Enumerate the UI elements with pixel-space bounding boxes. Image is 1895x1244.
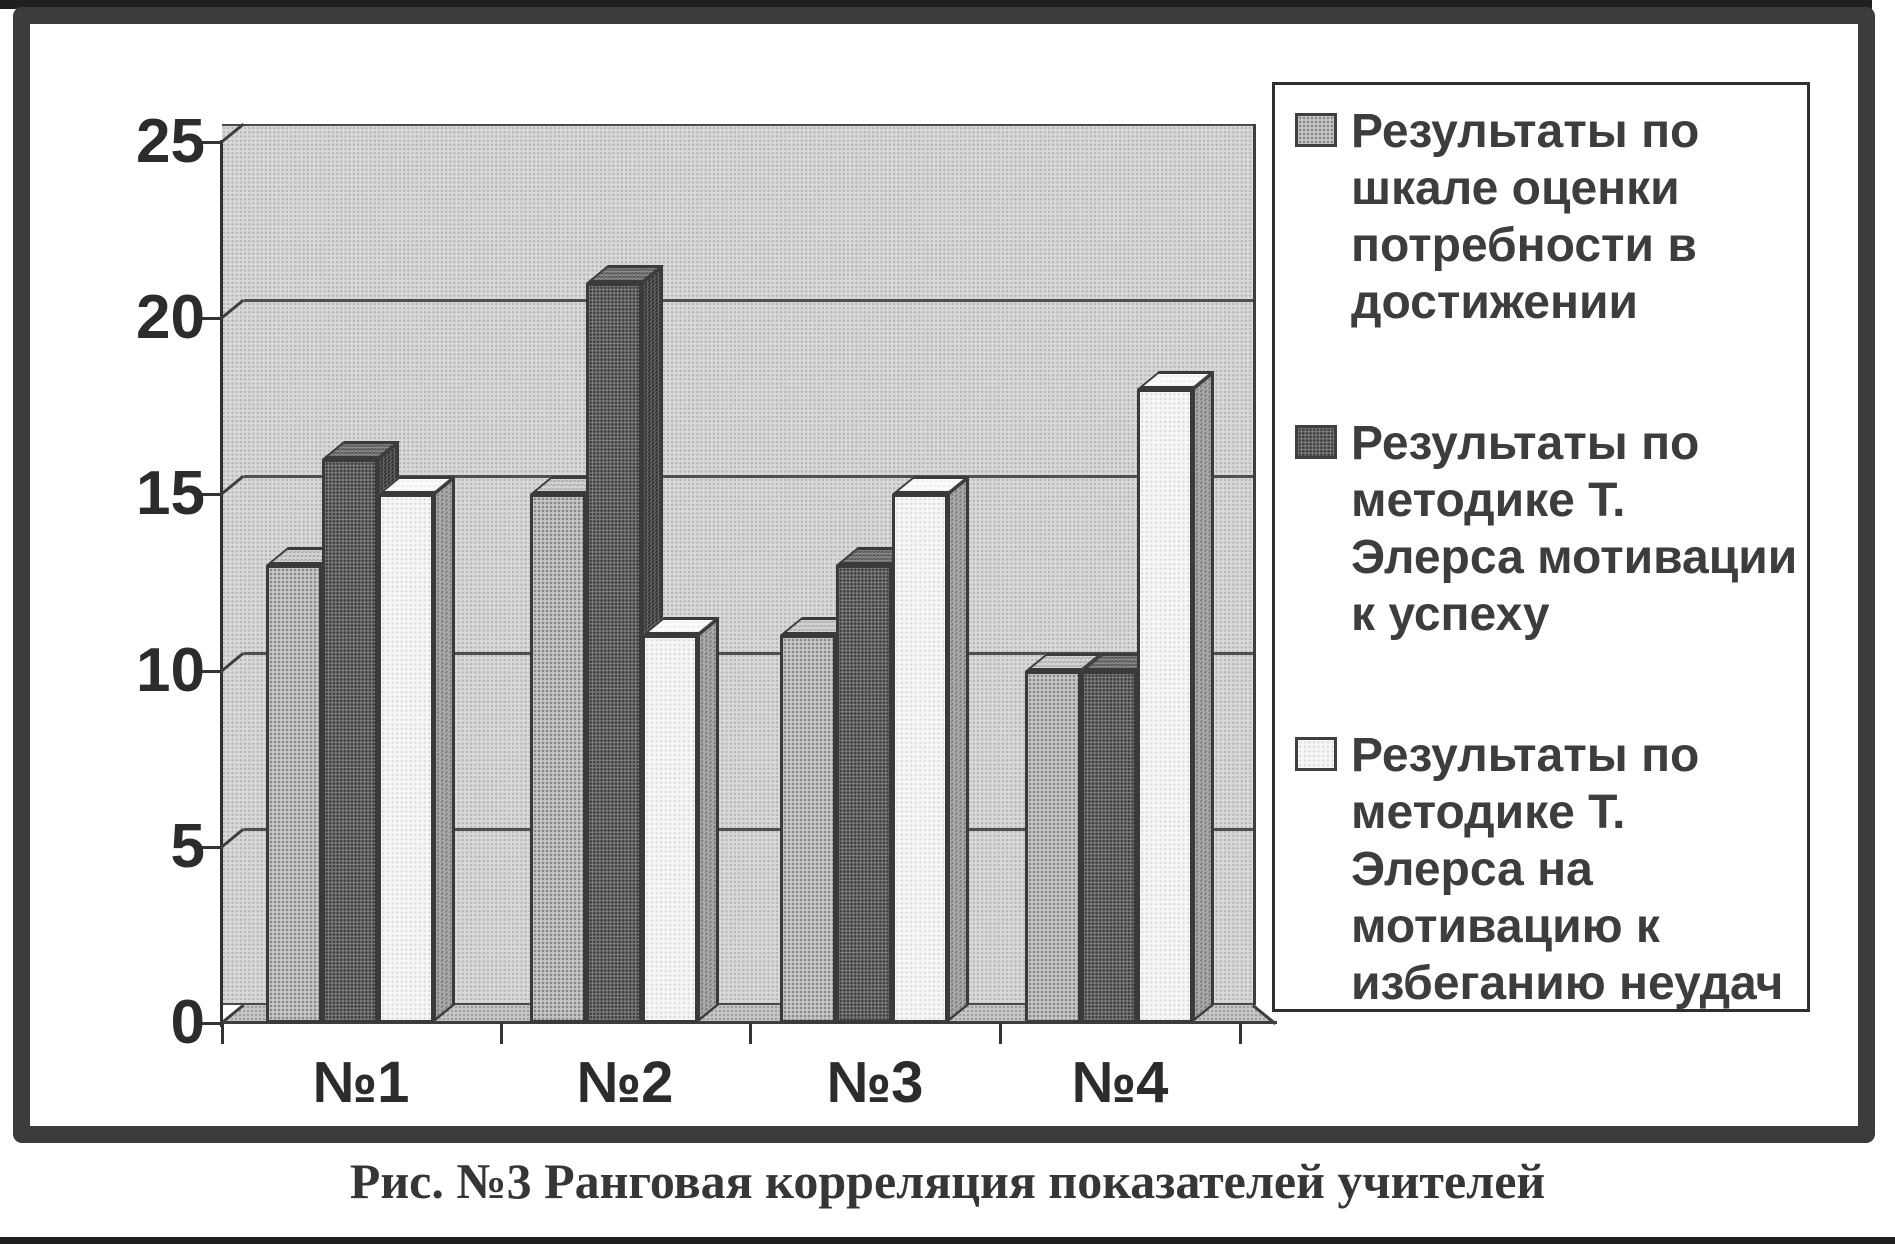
plot-floor [222,1005,1277,1023]
y-axis-line [220,140,223,1027]
legend-label-line: Элерса на [1351,843,1593,896]
x-axis-label-1: №1 [312,1050,410,1115]
gridline-15 [244,475,1255,479]
x-tick-2 [749,1023,752,1044]
bar-№3-series3 [892,475,970,1023]
bar-front-face [586,283,642,1023]
legend-label: Результаты по методике Т. Элерса мотивации… [1351,415,1797,643]
legend-swatch-dark [1295,425,1337,459]
bar-№2-series2 [586,264,664,1023]
bar-front-face [378,494,434,1023]
bar-front-face [530,494,586,1023]
legend-label-line: достижении [1351,276,1638,329]
legend-label-line: методике Т. [1351,786,1626,839]
legend-label-line: мотивацию к [1351,900,1660,953]
x-axis-label-4: №4 [1071,1050,1169,1115]
y-tick-10 [198,669,222,673]
bar-№1-series2 [322,440,400,1023]
bar-front-face [266,565,322,1023]
scan-edge-bottom [0,1237,1895,1244]
chart-legend: Результаты по шкале оценки потребности в до… [1272,82,1810,1012]
bar-№2-series1 [530,475,608,1023]
x-tick-1 [500,1023,503,1044]
legend-label-line: Результаты по [1351,417,1700,470]
bar-side-face [1192,370,1214,1023]
legend-swatch-white [1295,737,1337,771]
legend-label-line: Результаты по [1351,105,1700,158]
bar-front-face [1025,671,1081,1023]
wall-right-edge [1253,124,1256,1005]
gridline-10 [244,651,1255,655]
bar-side-face [433,475,455,1023]
bar-front-face [1081,671,1137,1023]
y-axis-label-0: 0 [170,988,205,1057]
bar-front-face [642,635,698,1023]
legend-entry-1: Результаты по шкале оценки потребности в до… [1295,103,1807,331]
legend-label-line: потребности в [1351,219,1697,272]
bar-front-face [836,565,892,1023]
bar-№2-series3 [642,616,720,1023]
figure-caption: Рис. №3 Ранговая корреляция показателей … [349,1153,1546,1209]
bar-№4-series2 [1081,652,1159,1023]
legend-label-line: Элерса мотивации [1351,531,1798,584]
y-tick-5 [198,845,222,849]
legend-label: Результаты по шкале оценки потребности в до… [1351,103,1699,331]
bar-№4-series3 [1137,370,1215,1023]
bar-front-face [780,635,836,1023]
y-axis-label-25: 25 [136,107,205,176]
bar-front-face [322,459,378,1023]
legend-label-line: Результаты по [1351,729,1700,782]
bar-№4-series1 [1025,652,1103,1023]
bar-№3-series2 [836,546,914,1023]
y-tick-25 [198,141,222,144]
legend-label-line: шкале оценки [1351,162,1680,215]
scan-edge-top [0,0,1872,9]
y-axis-label-20: 20 [136,283,205,353]
y-tick-0 [198,1022,222,1025]
bar-front-face [1137,389,1193,1023]
x-tick-3 [999,1023,1002,1044]
floor-front-line [222,1021,1277,1024]
y-tick-15 [198,493,222,497]
bar-№1-series3 [378,475,456,1023]
x-tick-0 [221,1023,224,1044]
legend-label-line: методике Т. [1351,474,1626,527]
legend-label: Результаты по методике Т. Элерса на мотивац… [1351,727,1783,1012]
gridline-20 [244,299,1255,303]
legend-label-line: к успеху [1351,588,1550,641]
legend-entry-3: Результаты по методике Т. Элерса на мотивац… [1295,727,1807,1012]
y-axis-label-5: 5 [170,811,205,881]
x-axis-label-3: №3 [826,1050,924,1115]
bar-side-face [947,475,969,1023]
bar-№3-series1 [780,616,858,1023]
bar-side-face [697,616,719,1023]
x-axis-label-2: №2 [576,1050,674,1115]
gridline-5 [244,827,1255,831]
legend-label-line: избеганию неудач [1351,957,1784,1010]
x-tick-4 [1239,1023,1242,1044]
legend-entry-2: Результаты по методике Т. Элерса мотивации… [1295,415,1807,643]
y-tick-20 [198,317,222,321]
legend-swatch-light [1295,113,1337,147]
bar-front-face [892,494,948,1023]
bar-№1-series1 [266,546,344,1023]
y-axis-label-15: 15 [136,459,205,529]
y-axis-label-10: 10 [136,635,205,705]
